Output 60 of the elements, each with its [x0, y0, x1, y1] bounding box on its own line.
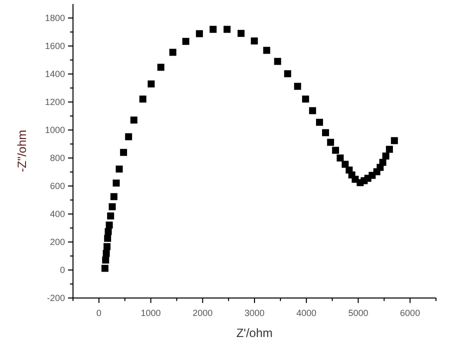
point — [148, 80, 155, 88]
x-axis-title: Z'/ohm — [236, 326, 273, 340]
y-tick-label: 800 — [50, 153, 65, 163]
point — [332, 146, 340, 154]
point — [390, 137, 398, 144]
point — [182, 38, 190, 45]
point — [196, 30, 203, 38]
point — [107, 212, 114, 220]
point — [274, 58, 282, 65]
point — [238, 30, 245, 37]
y-tick-label: 400 — [50, 209, 65, 219]
point — [379, 158, 386, 166]
y-tick-label: 1600 — [44, 41, 65, 51]
y-axis-title: -Z"/ohm — [15, 130, 29, 172]
point — [284, 70, 292, 78]
x-tick-label: 3000 — [244, 308, 265, 318]
y-tick-label: -200 — [46, 293, 65, 303]
point — [316, 118, 324, 126]
point — [327, 138, 334, 146]
x-tick-label: 0 — [96, 308, 102, 318]
point — [382, 152, 390, 160]
point — [342, 160, 349, 168]
x-tick-label: 5000 — [348, 308, 368, 318]
point — [125, 133, 132, 140]
point — [110, 193, 118, 200]
point — [104, 243, 111, 250]
point — [210, 26, 217, 33]
point — [169, 48, 176, 56]
x-tick-label: 4000 — [296, 308, 316, 318]
point — [139, 96, 146, 103]
x-tick-label: 1000 — [140, 308, 161, 318]
point — [130, 116, 138, 124]
point — [309, 107, 316, 114]
y-tick-label: 200 — [50, 237, 65, 247]
point — [101, 264, 108, 272]
point — [102, 256, 110, 264]
y-tick-label: 0 — [60, 265, 65, 275]
point — [250, 37, 258, 44]
point — [104, 234, 112, 242]
point — [102, 250, 110, 257]
y-tick-label: 1800 — [44, 13, 65, 23]
point — [112, 180, 120, 187]
point — [106, 222, 113, 229]
point — [386, 146, 393, 153]
point — [157, 64, 164, 71]
x-tick-label: 6000 — [400, 308, 420, 318]
point — [224, 26, 231, 33]
point — [294, 82, 302, 90]
point — [302, 96, 310, 103]
point — [336, 154, 344, 162]
point — [108, 203, 116, 210]
point — [322, 129, 330, 136]
y-tick-label: 1000 — [44, 125, 65, 135]
point — [116, 166, 123, 173]
x-tick-label: 2000 — [192, 308, 213, 318]
y-tick-label: 1200 — [44, 97, 65, 107]
point — [263, 46, 270, 54]
point — [120, 148, 128, 156]
y-tick-label: 1400 — [44, 69, 65, 79]
y-tick-label: 600 — [50, 181, 65, 191]
